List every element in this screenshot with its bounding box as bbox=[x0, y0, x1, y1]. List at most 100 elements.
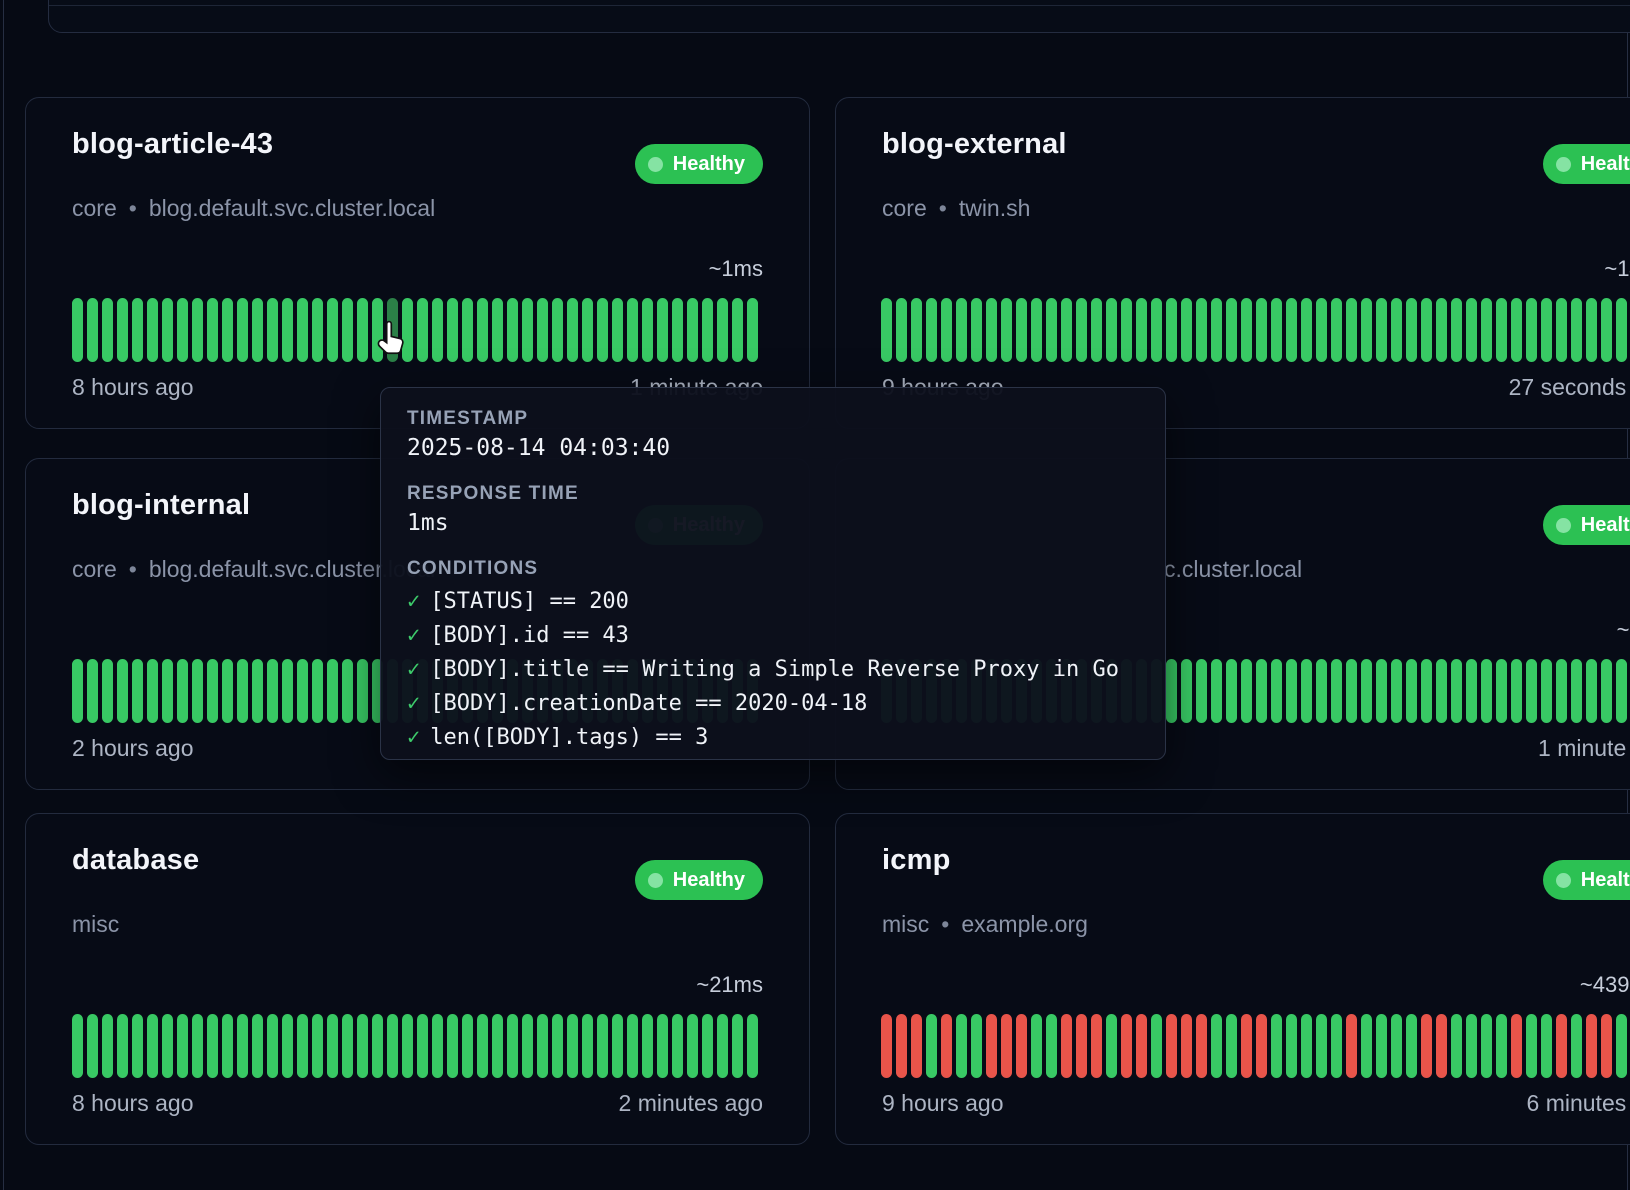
uptime-bar[interactable] bbox=[222, 659, 233, 723]
uptime-bar[interactable] bbox=[87, 298, 98, 362]
uptime-bar[interactable] bbox=[926, 1014, 937, 1078]
uptime-bar[interactable] bbox=[1196, 659, 1207, 723]
uptime-bar[interactable] bbox=[1376, 298, 1387, 362]
uptime-bar[interactable] bbox=[1301, 659, 1312, 723]
uptime-bar[interactable] bbox=[207, 298, 218, 362]
uptime-bar[interactable] bbox=[1226, 298, 1237, 362]
uptime-bar[interactable] bbox=[941, 1014, 952, 1078]
uptime-bar[interactable] bbox=[1406, 1014, 1417, 1078]
uptime-bar[interactable] bbox=[881, 298, 892, 362]
uptime-bar[interactable] bbox=[117, 1014, 128, 1078]
uptime-bar[interactable] bbox=[1316, 659, 1327, 723]
uptime-bar[interactable] bbox=[522, 298, 533, 362]
uptime-bar[interactable] bbox=[312, 659, 323, 723]
uptime-bar[interactable] bbox=[1091, 298, 1102, 362]
uptime-bar[interactable] bbox=[627, 1014, 638, 1078]
uptime-bar[interactable] bbox=[1286, 298, 1297, 362]
uptime-bar[interactable] bbox=[492, 1014, 503, 1078]
uptime-bar[interactable] bbox=[177, 298, 188, 362]
uptime-bar[interactable] bbox=[597, 298, 608, 362]
uptime-bar[interactable] bbox=[1406, 659, 1417, 723]
uptime-bar[interactable] bbox=[747, 298, 758, 362]
uptime-bar[interactable] bbox=[312, 1014, 323, 1078]
uptime-bar[interactable] bbox=[1556, 1014, 1567, 1078]
uptime-bar[interactable] bbox=[222, 1014, 233, 1078]
uptime-bar[interactable] bbox=[1001, 298, 1012, 362]
uptime-bar[interactable] bbox=[1511, 1014, 1522, 1078]
uptime-bar[interactable] bbox=[657, 1014, 668, 1078]
uptime-bar[interactable] bbox=[147, 1014, 158, 1078]
uptime-bar[interactable] bbox=[432, 1014, 443, 1078]
uptime-bar[interactable] bbox=[1286, 1014, 1297, 1078]
uptime-bar[interactable] bbox=[896, 298, 907, 362]
uptime-bar[interactable] bbox=[477, 298, 488, 362]
uptime-bar[interactable] bbox=[1166, 1014, 1177, 1078]
uptime-bar[interactable] bbox=[1256, 1014, 1267, 1078]
uptime-bar[interactable] bbox=[1331, 659, 1342, 723]
uptime-bar[interactable] bbox=[642, 298, 653, 362]
uptime-bar[interactable] bbox=[1151, 298, 1162, 362]
service-card[interactable]: databasemiscHealthy~21ms8 hours ago2 min… bbox=[25, 813, 810, 1145]
uptime-bar[interactable] bbox=[971, 298, 982, 362]
uptime-bar[interactable] bbox=[702, 1014, 713, 1078]
uptime-bar[interactable] bbox=[1526, 659, 1537, 723]
uptime-bar[interactable] bbox=[971, 1014, 982, 1078]
uptime-bar[interactable] bbox=[282, 659, 293, 723]
uptime-bar[interactable] bbox=[1331, 1014, 1342, 1078]
uptime-bar[interactable] bbox=[1241, 1014, 1252, 1078]
uptime-bar[interactable] bbox=[402, 1014, 413, 1078]
service-card[interactable]: blog-externalcore•twin.shHealthy~14ms9 h… bbox=[835, 97, 1630, 429]
uptime-bar[interactable] bbox=[132, 298, 143, 362]
uptime-bar[interactable] bbox=[1256, 659, 1267, 723]
uptime-bar[interactable] bbox=[627, 298, 638, 362]
uptime-bar[interactable] bbox=[357, 659, 368, 723]
service-card[interactable]: blog-article-43core•blog.default.svc.clu… bbox=[25, 97, 810, 429]
uptime-bar[interactable] bbox=[192, 1014, 203, 1078]
uptime-bar[interactable] bbox=[1001, 1014, 1012, 1078]
uptime-bar[interactable] bbox=[342, 659, 353, 723]
uptime-bar[interactable] bbox=[1481, 298, 1492, 362]
uptime-bar[interactable] bbox=[87, 1014, 98, 1078]
uptime-bar[interactable] bbox=[357, 1014, 368, 1078]
uptime-bar[interactable] bbox=[1181, 659, 1192, 723]
uptime-bar[interactable] bbox=[102, 659, 113, 723]
uptime-bar[interactable] bbox=[492, 298, 503, 362]
uptime-bar[interactable] bbox=[282, 298, 293, 362]
uptime-bar[interactable] bbox=[732, 298, 743, 362]
uptime-bar[interactable] bbox=[1361, 1014, 1372, 1078]
uptime-bar[interactable] bbox=[1016, 1014, 1027, 1078]
service-card[interactable]: icmpmisc•example.orgHealthy~4391ms9 hour… bbox=[835, 813, 1630, 1145]
uptime-bar[interactable] bbox=[1016, 298, 1027, 362]
uptime-bar[interactable] bbox=[582, 1014, 593, 1078]
uptime-bar[interactable] bbox=[1121, 298, 1132, 362]
uptime-bar[interactable] bbox=[1616, 1014, 1627, 1078]
uptime-bar[interactable] bbox=[672, 298, 683, 362]
uptime-bar[interactable] bbox=[1376, 1014, 1387, 1078]
uptime-bar[interactable] bbox=[672, 1014, 683, 1078]
uptime-bar[interactable] bbox=[1316, 298, 1327, 362]
uptime-bar[interactable] bbox=[117, 298, 128, 362]
uptime-bar[interactable] bbox=[252, 1014, 263, 1078]
uptime-bar[interactable] bbox=[1541, 1014, 1552, 1078]
uptime-bar[interactable] bbox=[327, 298, 338, 362]
uptime-bar[interactable] bbox=[117, 659, 128, 723]
uptime-bar[interactable] bbox=[747, 1014, 758, 1078]
uptime-bar[interactable] bbox=[1166, 659, 1177, 723]
uptime-bar[interactable] bbox=[1601, 1014, 1612, 1078]
uptime-bar[interactable] bbox=[72, 659, 83, 723]
uptime-bar[interactable] bbox=[1421, 298, 1432, 362]
uptime-bar[interactable] bbox=[342, 1014, 353, 1078]
uptime-bar[interactable] bbox=[1136, 298, 1147, 362]
uptime-bar[interactable] bbox=[342, 298, 353, 362]
uptime-bar[interactable] bbox=[252, 298, 263, 362]
uptime-bar[interactable] bbox=[132, 1014, 143, 1078]
uptime-bar[interactable] bbox=[1031, 298, 1042, 362]
uptime-bar[interactable] bbox=[1331, 298, 1342, 362]
uptime-bar[interactable] bbox=[522, 1014, 533, 1078]
uptime-bar[interactable] bbox=[207, 659, 218, 723]
uptime-bar[interactable] bbox=[1451, 659, 1462, 723]
uptime-bar[interactable] bbox=[1526, 298, 1537, 362]
uptime-bar[interactable] bbox=[387, 1014, 398, 1078]
uptime-bar[interactable] bbox=[1181, 298, 1192, 362]
uptime-bar[interactable] bbox=[1556, 659, 1567, 723]
